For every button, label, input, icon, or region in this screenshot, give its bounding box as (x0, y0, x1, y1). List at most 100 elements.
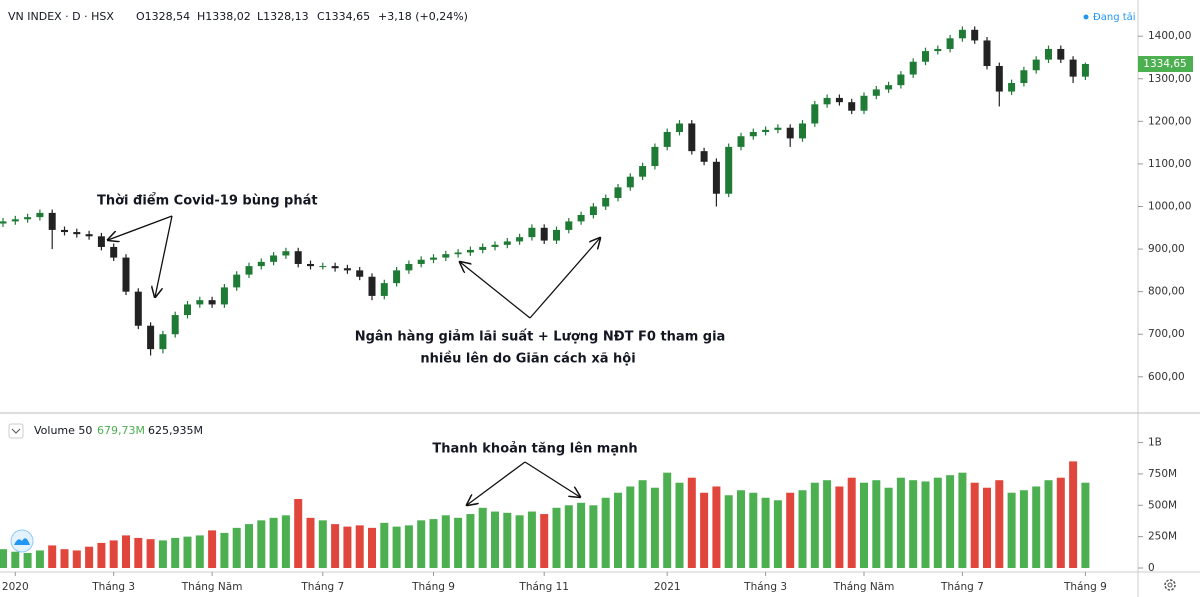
candle-body (589, 206, 597, 216)
arrow (467, 461, 526, 505)
candle-body (872, 89, 880, 96)
y-tick-label: 800,00 (1148, 286, 1185, 298)
logo-shape (14, 538, 30, 545)
candle-body (553, 229, 560, 241)
candle-body (897, 74, 905, 86)
candle-body (516, 237, 524, 242)
volume-bar (220, 532, 229, 568)
candle-body (774, 127, 782, 130)
candle-body (651, 146, 659, 167)
volume-bar (306, 517, 315, 568)
candle-body (958, 29, 966, 39)
volume-bar (909, 480, 918, 568)
arrow (460, 262, 531, 319)
candle-body (393, 270, 401, 284)
volume-bar (1007, 492, 1016, 568)
volume-bar (281, 515, 290, 568)
candle-body (934, 48, 942, 52)
candle-body (565, 221, 573, 230)
volume-bar (896, 477, 905, 568)
last-price-box (1138, 56, 1193, 73)
low-label: L1328,13 (257, 10, 309, 23)
volume-bar (552, 507, 561, 568)
candle-body (307, 263, 314, 267)
x-tick-label: Tháng 3 (91, 581, 135, 593)
volume-bar (687, 477, 696, 568)
y-tick-label: 1200,00 (1148, 115, 1191, 127)
volume-legend: Volume 50 (34, 424, 92, 437)
volume-bar (650, 487, 659, 568)
volume-bar (564, 505, 573, 568)
annotation: nhiều lên do Giãn cách xã hội (420, 352, 635, 367)
volume-bar (798, 490, 807, 568)
candle-body (73, 232, 81, 235)
candle-body (922, 51, 929, 62)
volume-bar (847, 477, 856, 568)
candle-body (24, 217, 32, 220)
y-tick-label: 1B (1148, 437, 1162, 449)
last-price-label: 1334,65 (1143, 58, 1186, 70)
status: Đang tải (1093, 11, 1136, 23)
volume-bar (466, 514, 475, 568)
volume-bar (331, 524, 340, 568)
candle-body (479, 246, 487, 250)
candle-body (233, 274, 241, 288)
volume-bar (749, 492, 758, 568)
y-tick-label: 500M (1148, 499, 1177, 511)
candle-body (688, 123, 696, 152)
status-dot (1083, 14, 1089, 20)
y-tick-label: 1400,00 (1148, 30, 1191, 42)
candle-body (257, 261, 265, 267)
candle-body (159, 334, 167, 350)
volume-bar (60, 549, 69, 568)
volume-bar (675, 482, 684, 568)
candle-body (147, 325, 155, 350)
volume-bar (614, 492, 622, 568)
candle-body (245, 266, 253, 275)
volume-bar (183, 536, 192, 568)
x-tick-label: Tháng 9 (1063, 581, 1107, 593)
collapse-button[interactable] (8, 423, 24, 439)
x-tick-label: Tháng 7 (300, 581, 344, 593)
volume-bar (1081, 482, 1090, 568)
symbol: VN INDEX · D · HSX (8, 10, 114, 23)
candle-body (270, 255, 278, 262)
y-tick-label: 1000,00 (1148, 201, 1191, 213)
volume-bar (663, 472, 672, 568)
candle-body (614, 187, 622, 198)
settings-icon[interactable] (1164, 579, 1176, 591)
annotation: Ngân hàng giảm lãi suất + Lượng NĐT F0 t… (355, 330, 726, 345)
candle-body (454, 252, 462, 255)
candle-body (294, 251, 302, 264)
annotation: Thanh khoản tăng lên mạnh (432, 442, 637, 457)
candle-body (196, 300, 204, 305)
volume-bar (601, 497, 610, 568)
candle-body (1069, 59, 1077, 77)
volume-bar (527, 511, 536, 568)
candle-body (528, 227, 536, 238)
volume-bar (737, 490, 745, 568)
candle-body (860, 95, 868, 111)
x-tick-label: Tháng 11 (518, 581, 569, 593)
volume-bar (995, 480, 1004, 568)
x-tick-label: Tháng 3 (743, 581, 787, 593)
candle-body (343, 268, 351, 271)
candle-body (122, 257, 130, 292)
volume-bar (540, 514, 549, 568)
y-tick-label: 1300,00 (1148, 73, 1191, 85)
volume-bar (72, 550, 81, 568)
candle-body (811, 104, 819, 124)
candle-body (799, 123, 806, 139)
volume-bar (318, 520, 327, 568)
volume-bar (257, 520, 266, 568)
volume-bar (700, 492, 709, 568)
candle-body (885, 85, 893, 90)
candle-body (737, 136, 745, 147)
volume-bar (294, 499, 303, 568)
candle-body (639, 166, 647, 177)
arrow (108, 215, 173, 240)
volume-bar (503, 512, 512, 568)
volume-bar (1044, 480, 1053, 568)
volume-bar (491, 511, 499, 568)
